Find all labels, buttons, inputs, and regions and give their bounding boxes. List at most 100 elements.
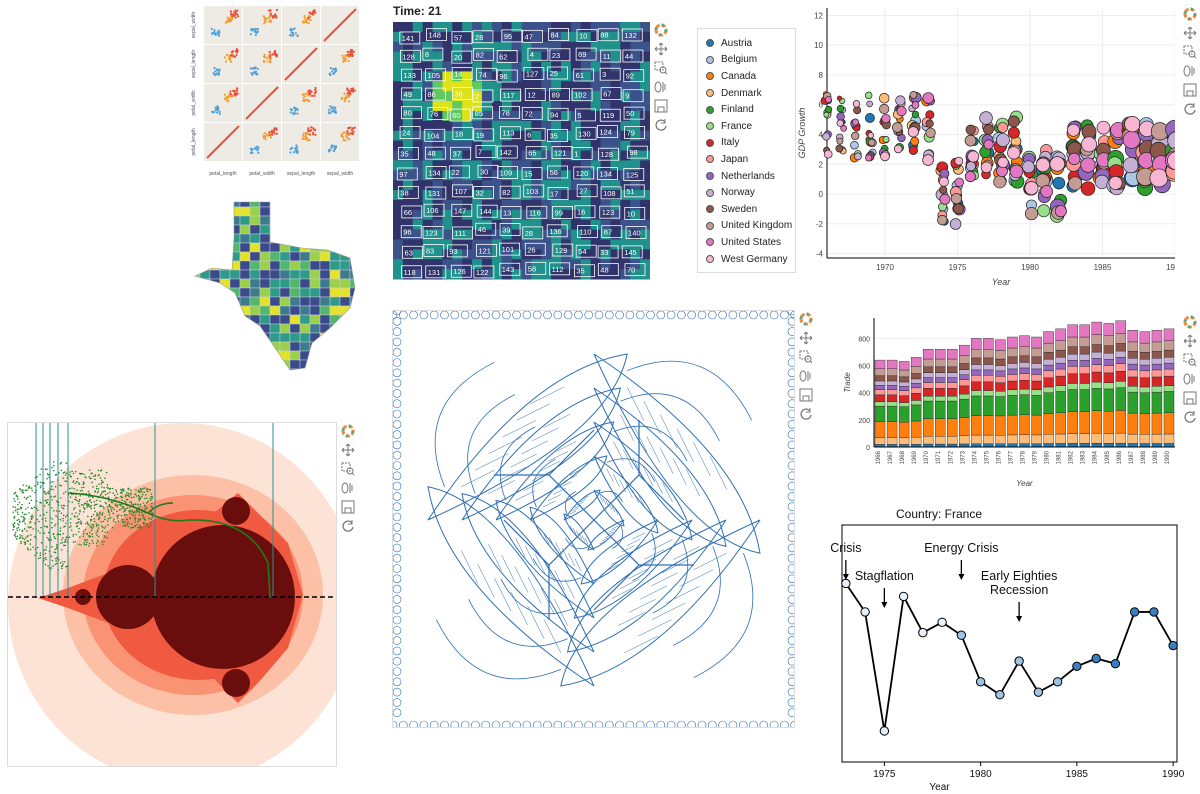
heatmap-cell — [472, 130, 483, 142]
bifurcation-point — [129, 517, 131, 520]
pan-icon[interactable] — [1182, 333, 1198, 349]
legend-item[interactable]: Austria — [698, 35, 795, 52]
pan-icon[interactable] — [798, 330, 814, 346]
legend-item[interactable]: Denmark — [698, 85, 795, 102]
tile-hatch — [611, 505, 616, 513]
bar-segment — [1007, 414, 1018, 436]
mandelbrot-plot[interactable] — [8, 423, 337, 767]
pan-icon[interactable] — [653, 41, 669, 57]
pan-icon[interactable] — [340, 442, 356, 458]
legend-item[interactable]: France — [698, 118, 795, 135]
box-zoom-icon[interactable] — [340, 461, 356, 477]
matrix-point — [210, 27, 213, 30]
reset-icon[interactable] — [798, 406, 814, 422]
legend-item[interactable]: Japan — [698, 151, 795, 168]
box-zoom-icon[interactable] — [1182, 44, 1198, 60]
bifurcation-point — [18, 520, 21, 522]
data-point — [937, 617, 947, 627]
border-curl — [393, 708, 402, 717]
box-zoom-icon[interactable] — [653, 60, 669, 76]
legend-item[interactable]: Norway — [698, 184, 795, 201]
pan-icon[interactable] — [1182, 25, 1198, 41]
matrix-point — [262, 15, 265, 18]
wheel-zoom-icon[interactable] — [340, 480, 356, 496]
region-box — [425, 166, 447, 179]
region-box — [401, 106, 422, 120]
bar-segment — [886, 405, 898, 422]
heatmap-cell — [640, 81, 650, 92]
legend-item[interactable]: United Kingdom — [698, 218, 795, 235]
box-zoom-icon[interactable] — [1182, 352, 1198, 368]
heatmap-cell — [580, 101, 592, 112]
matrix-point — [302, 93, 305, 96]
region-box — [423, 244, 445, 257]
wheel-zoom-icon[interactable] — [798, 368, 814, 384]
heatmap-cell — [630, 239, 641, 250]
region-box — [475, 222, 497, 236]
bifurcation-point — [47, 564, 49, 567]
heatmap-cell — [531, 199, 542, 211]
county — [239, 296, 251, 307]
reset-icon[interactable] — [1182, 409, 1198, 425]
gdp-bubble — [993, 175, 1007, 189]
region-box — [452, 126, 474, 140]
wheel-zoom-icon[interactable] — [1182, 371, 1198, 387]
region-box — [625, 226, 647, 239]
matrix-point — [229, 20, 232, 23]
bifurcation-point — [60, 512, 63, 514]
france-gdp-line-chart[interactable]: 1975 1980 1985 1990YearCrisisStagflationEne… — [830, 520, 1200, 794]
wheel-zoom-icon[interactable] — [653, 79, 669, 95]
county — [319, 224, 331, 235]
bar-segment — [1091, 351, 1102, 359]
tile-shape — [587, 519, 625, 551]
legend-item[interactable]: Canada — [698, 68, 795, 85]
heatmap-cell — [521, 120, 532, 132]
reset-icon[interactable] — [653, 117, 669, 133]
legend-item[interactable]: United States — [698, 234, 795, 251]
border-curl — [393, 440, 402, 450]
wheel-zoom-icon[interactable] — [1182, 63, 1198, 79]
legend-item[interactable]: Italy — [698, 135, 795, 152]
bifurcation-point — [101, 530, 104, 532]
legend-item[interactable]: West Germany — [698, 251, 795, 268]
box-zoom-icon[interactable] — [798, 349, 814, 365]
legend-item[interactable]: Belgium — [698, 52, 795, 69]
bifurcation-point — [23, 496, 26, 499]
tiling-line-pattern[interactable] — [393, 311, 795, 728]
heatmap-cell — [590, 31, 602, 43]
heatmap-cell — [620, 150, 631, 161]
heatmap-cell — [402, 110, 414, 122]
legend-item[interactable]: Netherlands — [698, 168, 795, 185]
bifurcation-curve — [67, 492, 271, 599]
heatmap-cell — [422, 61, 434, 72]
bifurcation-point — [65, 472, 68, 475]
bifurcation-point — [51, 507, 53, 509]
gdp-growth-scatter[interactable]: -4-202468101219701975198019851990YearGDP… — [795, 0, 1175, 290]
legend-item[interactable]: Sweden — [698, 201, 795, 218]
heatmap-cell — [511, 239, 522, 250]
save-icon[interactable] — [340, 499, 356, 515]
bifurcation-point — [46, 477, 48, 480]
county — [329, 341, 341, 352]
heatmap-cell — [452, 101, 463, 112]
bifurcation-point — [59, 533, 62, 536]
reset-icon[interactable] — [1182, 101, 1198, 117]
reset-icon[interactable] — [340, 518, 356, 534]
heatmap-cell — [551, 71, 562, 82]
bifurcation-point — [81, 472, 83, 475]
save-icon[interactable] — [798, 387, 814, 403]
bifurcation-point — [32, 528, 34, 530]
save-icon[interactable] — [1182, 82, 1198, 98]
gdp-bubble — [907, 126, 919, 138]
matrix-point — [308, 12, 311, 15]
bifurcation-point — [21, 503, 23, 506]
bar-segment — [934, 349, 946, 360]
legend-item[interactable]: Finland — [698, 101, 795, 118]
save-icon[interactable] — [653, 98, 669, 114]
save-icon[interactable] — [1182, 390, 1198, 406]
region-box — [400, 225, 422, 239]
bar-segment — [971, 381, 982, 391]
region-label: 99 — [555, 208, 563, 217]
